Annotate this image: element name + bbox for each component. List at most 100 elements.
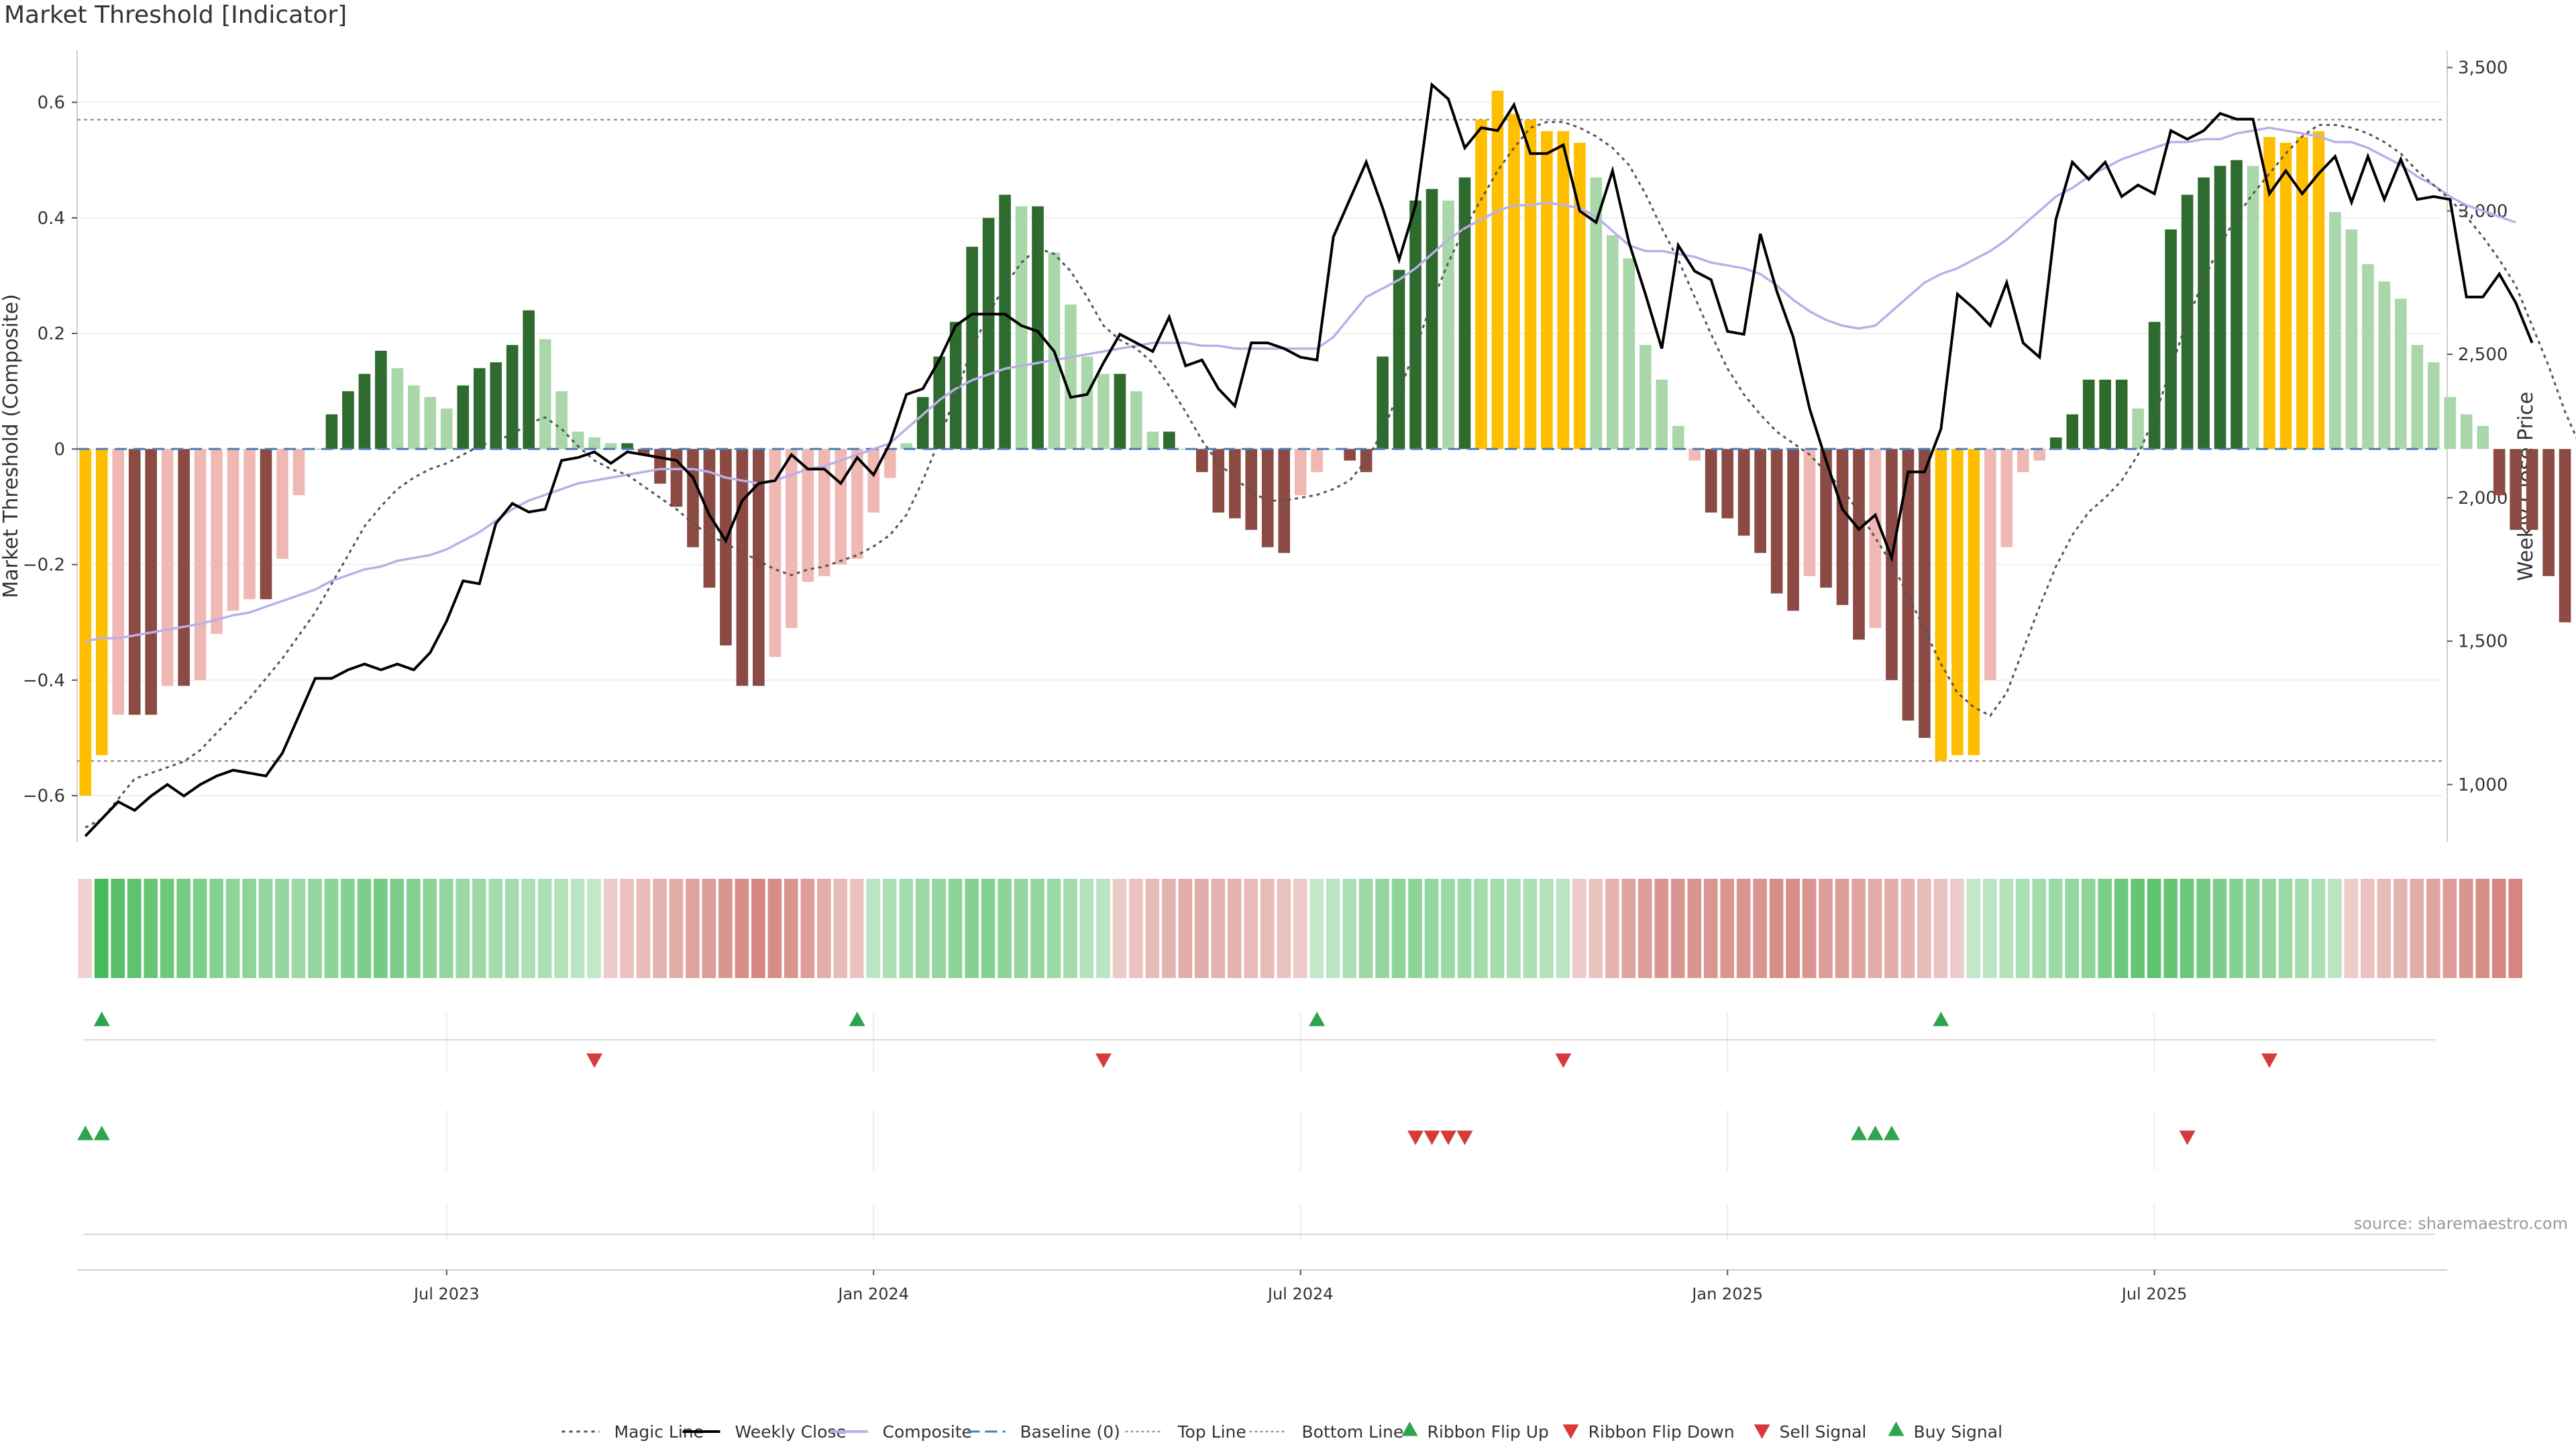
- ribbon-segment: [1687, 879, 1702, 978]
- composite-bar: [2049, 437, 2062, 449]
- ribbon-segment: [1933, 879, 1948, 978]
- ribbon-segment: [1589, 879, 1603, 978]
- ribbon-segment: [2098, 879, 2112, 978]
- ribbon-segment: [78, 879, 93, 978]
- composite-bar: [883, 449, 896, 478]
- composite-bar: [2411, 345, 2424, 449]
- ribbon-segment: [1326, 879, 1340, 978]
- buy-signal-marker: [77, 1126, 94, 1140]
- composite-bar: [1803, 449, 1816, 576]
- composite-bar: [342, 391, 354, 449]
- sell-signal-marker: [1424, 1130, 1440, 1145]
- ribbon-segment: [308, 879, 322, 978]
- ribbon-segment: [1605, 879, 1619, 978]
- ribbon-segment: [636, 879, 651, 978]
- ribbon-segment: [1769, 879, 1784, 978]
- composite-bar: [621, 443, 633, 449]
- ribbon-segment: [1720, 879, 1734, 978]
- composite-bar: [194, 449, 207, 680]
- ribbon-segment: [948, 879, 963, 978]
- composite-bar: [2082, 379, 2095, 449]
- composite-bar: [1574, 142, 1586, 449]
- ribbon-segment: [439, 879, 453, 978]
- composite-bar: [2017, 449, 2029, 472]
- ribbon-segment: [521, 879, 535, 978]
- ribbon-segment: [472, 879, 486, 978]
- ribbon-segment: [1129, 879, 1143, 978]
- ribbon-segment: [587, 879, 601, 978]
- ribbon-segment: [1621, 879, 1636, 978]
- ribbon-segment: [866, 879, 881, 978]
- ribbon-segment: [1819, 879, 1833, 978]
- composite-bar: [2000, 449, 2013, 547]
- ribbon-segment: [2212, 879, 2227, 978]
- composite-bar: [2263, 137, 2275, 449]
- composite-bar: [276, 449, 288, 559]
- ribbon-segment: [1703, 879, 1718, 978]
- ribbon-segment: [1507, 879, 1521, 978]
- composite-bar: [851, 449, 863, 559]
- composite-bar: [260, 449, 272, 600]
- ribbon-segment: [1950, 879, 1964, 978]
- ribbon-segment: [1835, 879, 1849, 978]
- x-tick-label: Jul 2025: [2121, 1285, 2188, 1303]
- y2-tick-label: 3,500: [2458, 58, 2508, 78]
- ribbon-flip-up-marker: [1933, 1012, 1949, 1026]
- legend-ribbon-flip-down-swatch: [1562, 1424, 1579, 1439]
- composite-bar: [687, 449, 699, 547]
- legend-baseline-0-label: Baseline (0): [1020, 1422, 1120, 1442]
- composite-bar: [2329, 212, 2341, 449]
- ribbon-segment: [1900, 879, 1915, 978]
- composite-bar: [637, 449, 650, 455]
- ribbon-segment: [899, 879, 914, 978]
- ribbon-segment: [833, 879, 848, 978]
- composite-bar: [1754, 449, 1766, 553]
- ribbon-segment: [882, 879, 897, 978]
- composite-bar: [1278, 449, 1291, 553]
- composite-bar: [2231, 160, 2243, 449]
- y2-tick-label: 1,000: [2458, 775, 2508, 795]
- composite-bar: [2033, 449, 2046, 461]
- composite-bar: [916, 396, 929, 449]
- ribbon-segment: [144, 879, 158, 978]
- composite-bar: [1984, 449, 1996, 680]
- legend-buy-signal-swatch: [1888, 1421, 1904, 1436]
- ribbon-segment: [2311, 879, 2326, 978]
- ribbon-segment: [2475, 879, 2490, 978]
- ribbon-segment: [504, 879, 519, 978]
- ribbon-segment: [1802, 879, 1817, 978]
- ribbon-segment: [1375, 879, 1389, 978]
- composite-bar: [523, 310, 535, 449]
- ribbon-segment: [849, 879, 864, 978]
- composite-bar: [1639, 345, 1652, 449]
- ribbon-segment: [686, 879, 700, 978]
- ribbon-segment: [718, 879, 733, 978]
- ribbon-segment: [1293, 879, 1307, 978]
- composite-bar: [1377, 356, 1389, 449]
- ribbon-segment: [1474, 879, 1488, 978]
- composite-bar: [161, 449, 174, 686]
- ribbon-segment: [2393, 879, 2408, 978]
- ribbon-segment: [2180, 879, 2194, 978]
- composite-bar: [2394, 299, 2407, 449]
- ribbon-segment: [2032, 879, 2047, 978]
- ribbon-segment: [2015, 879, 2030, 978]
- composite-bar: [802, 449, 814, 582]
- ribbon-segment: [2065, 879, 2080, 978]
- composite-bar: [2198, 177, 2210, 449]
- ribbon-segment: [2443, 879, 2457, 978]
- composite-bar: [1114, 374, 1126, 449]
- composite-bar: [2279, 142, 2292, 449]
- composite-bar: [720, 449, 732, 646]
- composite-bar: [1853, 449, 1865, 640]
- ribbon-segment: [2147, 879, 2161, 978]
- ribbon-segment: [94, 879, 109, 978]
- ribbon-segment: [1983, 879, 1997, 978]
- ribbon-segment: [1999, 879, 2014, 978]
- composite-bar: [1294, 449, 1307, 496]
- composite-bar: [506, 345, 519, 449]
- ribbon-segment: [800, 879, 815, 978]
- composite-bar: [1228, 449, 1241, 519]
- ribbon-segment: [1277, 879, 1291, 978]
- sell-signal-marker: [1456, 1130, 1473, 1145]
